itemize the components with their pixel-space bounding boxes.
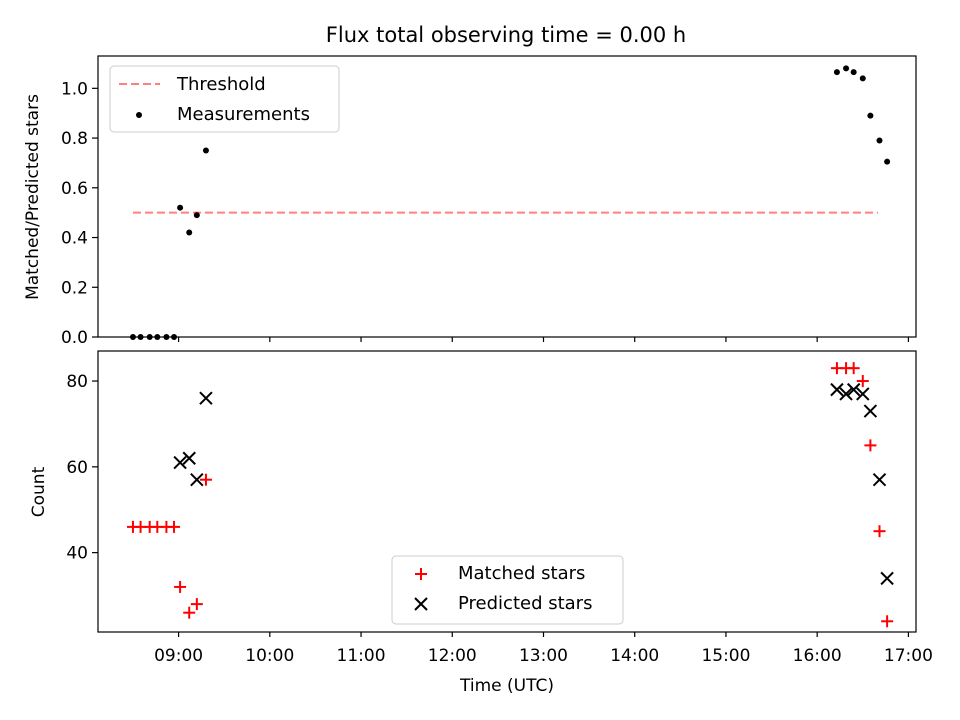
predicted-star-point bbox=[839, 387, 853, 401]
measurement-point bbox=[876, 137, 883, 144]
ratio-legend: Threshold Measurements bbox=[109, 65, 340, 133]
ratio-y-axis-label: Matched/Predicted stars bbox=[23, 94, 43, 300]
y-tick-label: 0.6 bbox=[61, 179, 88, 199]
count-y-ticks: 40 60 80 bbox=[66, 372, 98, 564]
matched-star-point bbox=[190, 598, 203, 611]
y-tick-label: 0.0 bbox=[61, 328, 88, 348]
y-tick-label: 60 bbox=[66, 458, 88, 478]
predicted-star-point bbox=[872, 472, 887, 487]
count-panel: 40 60 80 09:00 10:00 11:00 12:00 13:00 14:00 15:… bbox=[29, 350, 933, 696]
y-tick-label: 1.0 bbox=[61, 79, 88, 99]
ratio-plot-frame bbox=[97, 55, 917, 338]
x-tick-label: 16:00 bbox=[793, 646, 842, 666]
matched-legend-swatch bbox=[415, 568, 427, 580]
y-tick-label: 0.2 bbox=[61, 278, 88, 298]
predicted-star-point bbox=[856, 387, 870, 401]
measurement-point bbox=[171, 334, 178, 340]
predicted-star-point bbox=[830, 382, 844, 397]
measurement-point bbox=[177, 204, 184, 211]
measurements-legend-swatch bbox=[136, 112, 142, 118]
y-tick-label: 0.4 bbox=[61, 229, 88, 249]
predicted-legend-label: Predicted stars bbox=[458, 593, 592, 614]
count-x-ticks: 09:00 10:00 11:00 12:00 13:00 14:00 15:00 16:00… bbox=[154, 632, 933, 666]
matched-star-point bbox=[856, 375, 869, 388]
measurement-point bbox=[202, 147, 209, 154]
x-tick-label: 10:00 bbox=[245, 646, 294, 666]
ratio-panel: 0.0 0.2 0.4 0.6 0.8 1.0 Matched/Predicted sta… bbox=[23, 55, 917, 348]
matched-star-point bbox=[174, 580, 187, 593]
predicted-star-point bbox=[190, 472, 204, 487]
x-tick-label: 17:00 bbox=[884, 646, 933, 666]
x-tick-label: 11:00 bbox=[337, 646, 386, 666]
x-tick-label: 15:00 bbox=[701, 646, 750, 666]
matched-star-point bbox=[847, 362, 860, 375]
ratio-x-ticks bbox=[177, 337, 909, 342]
measurement-point bbox=[193, 212, 200, 219]
matched-stars-series bbox=[126, 362, 894, 628]
matched-star-point bbox=[199, 473, 212, 486]
measurement-point bbox=[163, 334, 170, 340]
x-tick-label: 13:00 bbox=[519, 646, 568, 666]
predicted-star-point bbox=[199, 391, 213, 405]
measurement-point bbox=[137, 334, 144, 340]
measurement-point bbox=[867, 112, 874, 119]
measurement-point bbox=[850, 69, 857, 76]
predicted-star-point bbox=[880, 571, 894, 586]
x-tick-label: 14:00 bbox=[610, 646, 659, 666]
matched-star-point bbox=[864, 439, 877, 452]
matched-legend-label: Matched stars bbox=[458, 563, 585, 584]
measurement-point bbox=[843, 65, 850, 72]
count-plot-frame bbox=[97, 350, 917, 633]
measurement-point bbox=[154, 334, 161, 340]
matched-star-point bbox=[881, 615, 894, 628]
measurements-legend-label: Measurements bbox=[177, 104, 310, 125]
measurement-point bbox=[186, 229, 193, 236]
threshold-legend-label: Threshold bbox=[176, 74, 266, 95]
measurement-point bbox=[859, 75, 866, 82]
matched-star-point bbox=[168, 520, 181, 533]
predicted-legend-swatch bbox=[414, 597, 428, 611]
measurement-point bbox=[833, 69, 840, 76]
matched-star-point bbox=[183, 606, 196, 619]
predicted-star-point bbox=[863, 404, 878, 418]
x-axis-label: Time (UTC) bbox=[459, 676, 554, 696]
count-y-axis-label: Count bbox=[29, 466, 49, 517]
predicted-star-point bbox=[182, 451, 196, 465]
measurement-point bbox=[146, 334, 153, 340]
measurement-point bbox=[129, 334, 136, 340]
ratio-y-ticks: 0.0 0.2 0.4 0.6 0.8 1.0 bbox=[61, 79, 98, 348]
count-legend-box bbox=[391, 555, 624, 625]
predicted-stars-series bbox=[173, 382, 894, 586]
predicted-star-point bbox=[173, 455, 187, 470]
measurement-series bbox=[129, 65, 891, 340]
matched-star-point bbox=[873, 525, 886, 538]
figure-title: Flux total observing time = 0.00 h bbox=[326, 23, 686, 47]
ratio-legend-box bbox=[109, 65, 340, 133]
predicted-star-point bbox=[846, 382, 861, 397]
y-tick-label: 40 bbox=[66, 544, 88, 564]
count-legend: Matched stars Predicted stars bbox=[391, 555, 624, 625]
x-tick-label: 12:00 bbox=[428, 646, 477, 666]
y-tick-label: 0.8 bbox=[61, 129, 88, 149]
measurement-point bbox=[884, 158, 891, 165]
x-tick-label: 09:00 bbox=[154, 646, 203, 666]
y-tick-label: 80 bbox=[66, 372, 88, 392]
